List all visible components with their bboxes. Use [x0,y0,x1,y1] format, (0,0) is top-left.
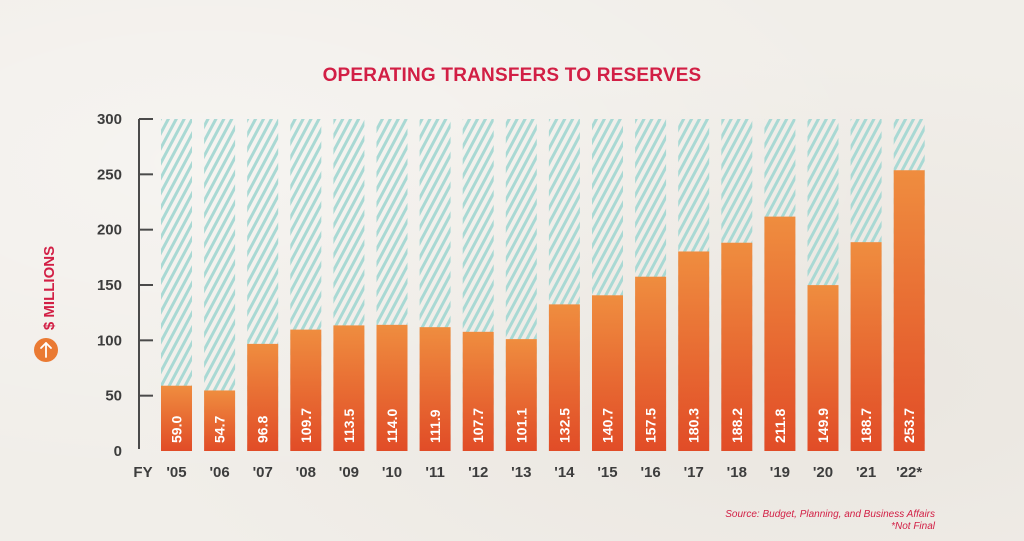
x-tick-label: '08 [296,464,316,481]
bar [462,331,494,451]
x-tick-label: '05 [166,464,186,481]
x-tick-label: '18 [727,464,747,481]
bar-group: 188.2 [721,119,753,451]
x-tick-label: '12 [468,464,488,481]
x-tick-label: '17 [684,464,704,481]
bar [333,325,365,451]
source-note: Source: Budget, Planning, and Business A… [725,509,935,520]
bar-group: 149.9 [807,119,839,451]
bar-group: 180.3 [678,119,710,451]
bar-group: 59.0 [161,119,192,451]
bar [678,251,710,451]
bar-group: 253.7 [893,119,925,452]
bar [635,276,667,451]
bar-group: 54.7 [204,119,236,451]
bar-value-label: 54.7 [212,416,228,443]
y-tick-label: 0 [114,443,122,460]
bar-value-label: 211.8 [772,409,788,443]
bar [592,295,623,451]
y-axis-ticks: 0 50 100 150 200 250 300 [97,111,153,460]
bar [290,329,322,451]
x-tick-label: '19 [770,464,790,481]
x-tick-label: '06 [209,464,229,481]
bar-value-label: 253.7 [901,408,917,443]
x-axis-label: FY [133,464,152,481]
bar-group: 111.9 [419,119,451,451]
bar-value-label: 59.0 [169,416,185,443]
y-tick-label: 100 [97,332,122,349]
arrow-up-circle-icon [34,338,58,362]
not-final-note: *Not Final [891,521,936,532]
bar-value-label: 107.7 [470,408,486,443]
bar-value-label: 180.3 [686,408,702,443]
bar-group: 113.5 [333,119,365,451]
bar [376,324,408,451]
bar-value-label: 96.8 [255,416,271,443]
bar-value-label: 149.9 [815,408,831,443]
bar-group: 114.0 [376,119,408,451]
x-axis-ticks: '05 '06 '07 '08 '09 '10 '11 '12 '13 '14 '15 '16 '17 '… [166,464,922,481]
x-tick-label: '13 [511,464,531,481]
bar [764,216,796,451]
bar [419,327,451,451]
x-tick-label: '20 [813,464,833,481]
bar-group: 96.8 [247,119,279,451]
bar [505,339,537,451]
bar-group: 109.7 [290,119,322,451]
x-tick-label: '07 [253,464,273,481]
bar-value-label: 101.1 [513,408,529,443]
bar [807,285,839,451]
y-tick-label: 150 [97,277,122,294]
bar-value-label: 111.9 [427,409,443,443]
bar [850,242,882,451]
bar-group: 140.7 [592,119,623,451]
bar-group: 132.5 [548,119,580,451]
y-tick-label: 250 [97,166,122,183]
bar-group: 188.7 [850,119,882,451]
bar-value-label: 109.7 [298,408,314,443]
bar [721,242,753,451]
x-tick-label: '21 [856,464,876,481]
x-tick-label: '15 [597,464,617,481]
bar-group: 157.5 [635,119,667,451]
bar-value-label: 140.7 [600,408,616,443]
bar-group: 107.7 [462,119,494,451]
x-tick-label: '22* [896,464,922,481]
x-tick-label: '16 [640,464,660,481]
x-tick-label: '14 [554,464,575,481]
bar-value-label: 188.2 [729,408,745,443]
x-tick-label: '10 [382,464,402,481]
bar-value-label: 114.0 [384,409,400,443]
y-tick-label: 200 [97,222,122,239]
bar [204,390,236,451]
x-tick-label: '11 [425,464,444,481]
bar [161,385,192,451]
bar [548,304,580,451]
y-tick-label: 300 [97,111,122,128]
y-tick-label: 50 [105,388,122,405]
bar-value-label: 113.5 [341,409,357,443]
bar [247,343,279,451]
bar-value-label: 188.7 [858,408,874,443]
bar [893,170,925,452]
y-axis-label: $ MILLIONS [41,246,58,330]
bars: 59.0 54.7 96.8 109.7 113.5 114.0 111.9 107.7 101… [161,119,925,452]
bar-value-label: 157.5 [643,408,659,443]
bar-value-label: 132.5 [556,408,572,443]
bar-group: 211.8 [764,119,796,451]
bar-group: 101.1 [505,119,537,451]
chart-title: OPERATING TRANSFERS TO RESERVES [323,65,702,86]
y-axis-label-group: $ MILLIONS [34,246,58,362]
x-tick-label: '09 [339,464,359,481]
